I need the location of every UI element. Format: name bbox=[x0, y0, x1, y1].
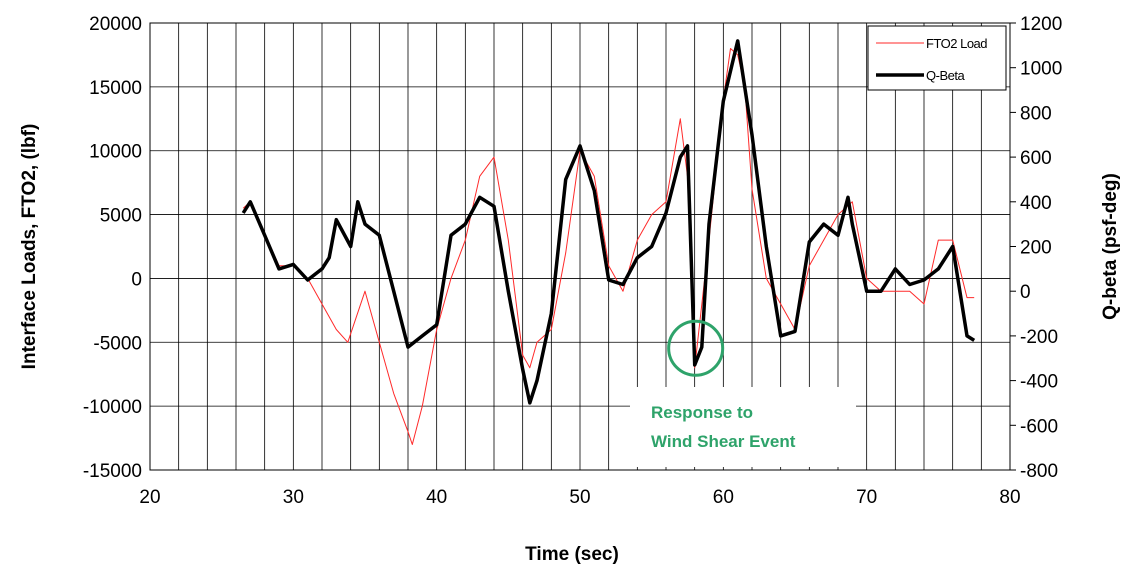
x-axis-title: Time (sec) bbox=[525, 544, 619, 565]
y2-tick-label: 200 bbox=[1020, 238, 1052, 259]
x-tick-label: 30 bbox=[283, 487, 304, 508]
legend-label-fto2-load: FTO2 Load bbox=[926, 36, 987, 51]
series-lines bbox=[241, 39, 976, 445]
series-line-q-beta bbox=[241, 39, 976, 405]
annotation-circle bbox=[667, 319, 725, 377]
y2-tick-label: 600 bbox=[1020, 148, 1052, 169]
legend: FTO2 Load Q-Beta bbox=[867, 25, 1007, 91]
x-tick-label: 60 bbox=[713, 487, 734, 508]
x-tick-label: 70 bbox=[856, 487, 877, 508]
axis-titles: Time (sec) Interface Loads, FTO2, (lbf) Q-… bbox=[19, 124, 1121, 565]
y-tick-label: 0 bbox=[131, 269, 142, 290]
annotation-text-line: Wind Shear Event bbox=[651, 432, 796, 451]
y2-tick-label: 0 bbox=[1020, 282, 1031, 303]
annotation-group: Response to Wind Shear Event bbox=[630, 319, 856, 467]
x-tick-label: 80 bbox=[999, 487, 1020, 508]
y2-tick-label: 1000 bbox=[1020, 59, 1062, 80]
annotation-text-line: Response to bbox=[651, 403, 753, 422]
y-tick-label: 15000 bbox=[89, 78, 142, 99]
y2-tick-label: -200 bbox=[1020, 327, 1058, 348]
tick-labels: 20 30 40 50 60 70 80 -15000 -10000 -5000 0 5000 1000… bbox=[83, 14, 1062, 508]
y2-axis-title: Q-beta (psf-deg) bbox=[1100, 173, 1121, 320]
y-tick-label: -15000 bbox=[83, 461, 142, 482]
y-tick-label: 5000 bbox=[100, 206, 142, 227]
y-tick-label: 10000 bbox=[89, 142, 142, 163]
legend-label-q-beta: Q-Beta bbox=[926, 68, 965, 83]
y-tick-label: -5000 bbox=[93, 333, 142, 354]
y-axis-title: Interface Loads, FTO2, (lbf) bbox=[19, 124, 40, 370]
y2-tick-label: -400 bbox=[1020, 372, 1058, 393]
y2-tick-label: -800 bbox=[1020, 461, 1058, 482]
legend-box bbox=[867, 25, 1007, 91]
y2-tick-label: 400 bbox=[1020, 193, 1052, 214]
x-tick-label: 40 bbox=[426, 487, 447, 508]
x-tick-label: 20 bbox=[139, 487, 160, 508]
y2-tick-label: -600 bbox=[1020, 416, 1058, 437]
y2-tick-label: 800 bbox=[1020, 103, 1052, 124]
y-tick-label: 20000 bbox=[89, 14, 142, 35]
annotation-box bbox=[630, 387, 856, 467]
x-tick-label: 50 bbox=[569, 487, 590, 508]
y-tick-label: -10000 bbox=[83, 397, 142, 418]
y2-tick-label: 1200 bbox=[1020, 14, 1062, 35]
